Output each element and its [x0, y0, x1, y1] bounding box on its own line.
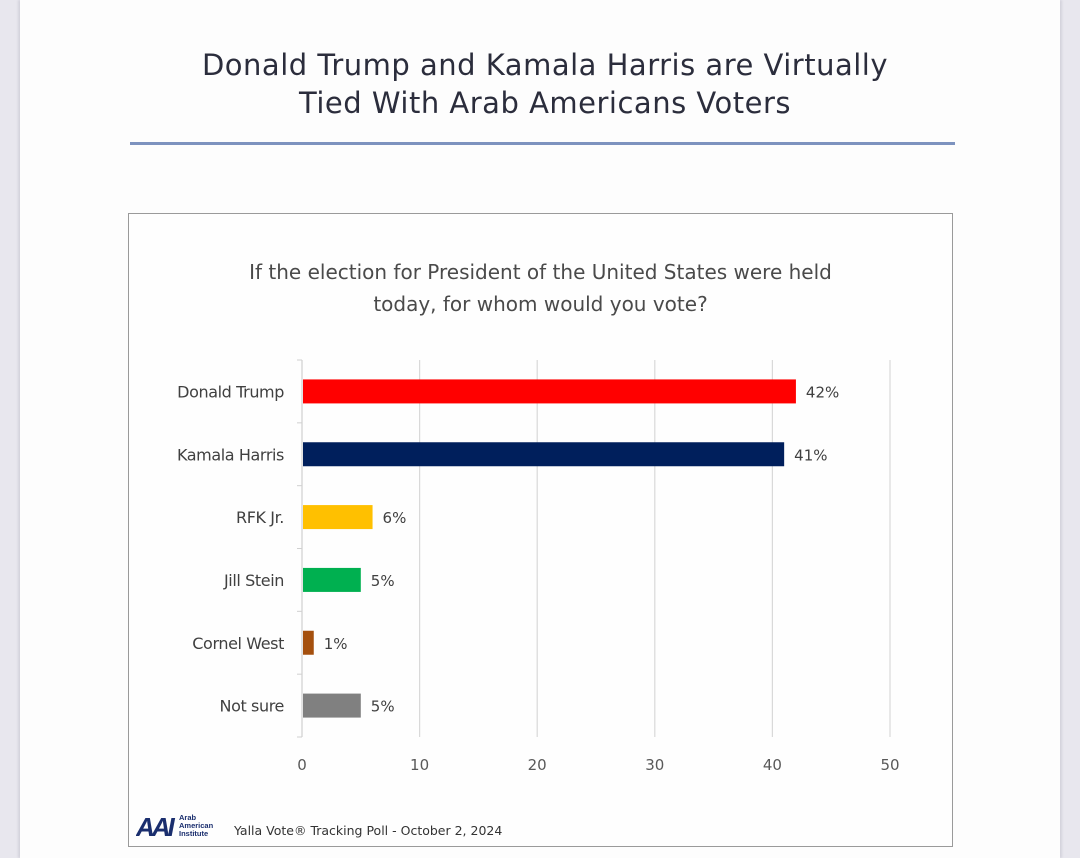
title-line-2: Tied With Arab Americans Voters [299, 86, 791, 120]
data-label: 5% [371, 572, 395, 590]
x-tick-label: 40 [763, 756, 782, 774]
x-tick-label: 10 [410, 756, 429, 774]
logo-text-line-3: Institute [179, 829, 208, 838]
category-labels: Donald Trump Kamala Harris RFK Jr. Jill Ste… [177, 382, 285, 716]
x-tick-label: 20 [528, 756, 547, 774]
category-label: Kamala Harris [177, 445, 284, 464]
logo-text-line-1: Arab [179, 813, 197, 822]
x-tick-label: 0 [297, 756, 307, 774]
category-label: Cornel West [192, 634, 284, 653]
category-label: Donald Trump [177, 382, 284, 401]
data-label: 42% [806, 383, 839, 401]
logo-letters: AAI [136, 812, 176, 840]
chart-title: If the election for President of the Uni… [128, 256, 953, 320]
aai-logo: AAI Arab American Institute [136, 812, 214, 840]
gridlines [419, 360, 891, 737]
chart-frame [128, 213, 953, 847]
x-tick-label: 30 [645, 756, 664, 774]
data-label: 5% [371, 698, 395, 716]
data-label: 1% [324, 635, 348, 653]
bar-rfk-jr [303, 505, 373, 530]
x-tick-labels: 0 10 20 30 40 50 [297, 756, 899, 774]
chart-title-line-2: today, for whom would you vote? [373, 292, 708, 316]
source-note: Yalla Vote® Tracking Poll - October 2, 2… [234, 823, 503, 838]
bars [303, 379, 796, 718]
page-title: Donald Trump and Kamala Harris are Virtu… [0, 46, 1080, 122]
x-tick-label: 50 [880, 756, 899, 774]
bar-donald-trump [303, 379, 796, 404]
bar-not-sure [303, 693, 361, 718]
logo-text-line-2: American [179, 821, 214, 830]
bar-cornel-west [303, 630, 314, 655]
bar-kamala-harris [303, 442, 785, 467]
bar-jill-stein [303, 567, 361, 592]
title-line-1: Donald Trump and Kamala Harris are Virtu… [201, 48, 889, 82]
y-axis [297, 359, 303, 738]
title-divider [130, 142, 955, 145]
data-label: 6% [383, 509, 407, 527]
category-label: Jill Stein [223, 571, 284, 590]
data-label: 41% [794, 446, 827, 464]
data-labels: 42% 41% 6% 5% 1% 5% [324, 383, 840, 715]
chart-title-line-1: If the election for President of the Uni… [249, 260, 832, 284]
category-label: Not sure [220, 697, 284, 716]
category-label: RFK Jr. [236, 508, 284, 527]
